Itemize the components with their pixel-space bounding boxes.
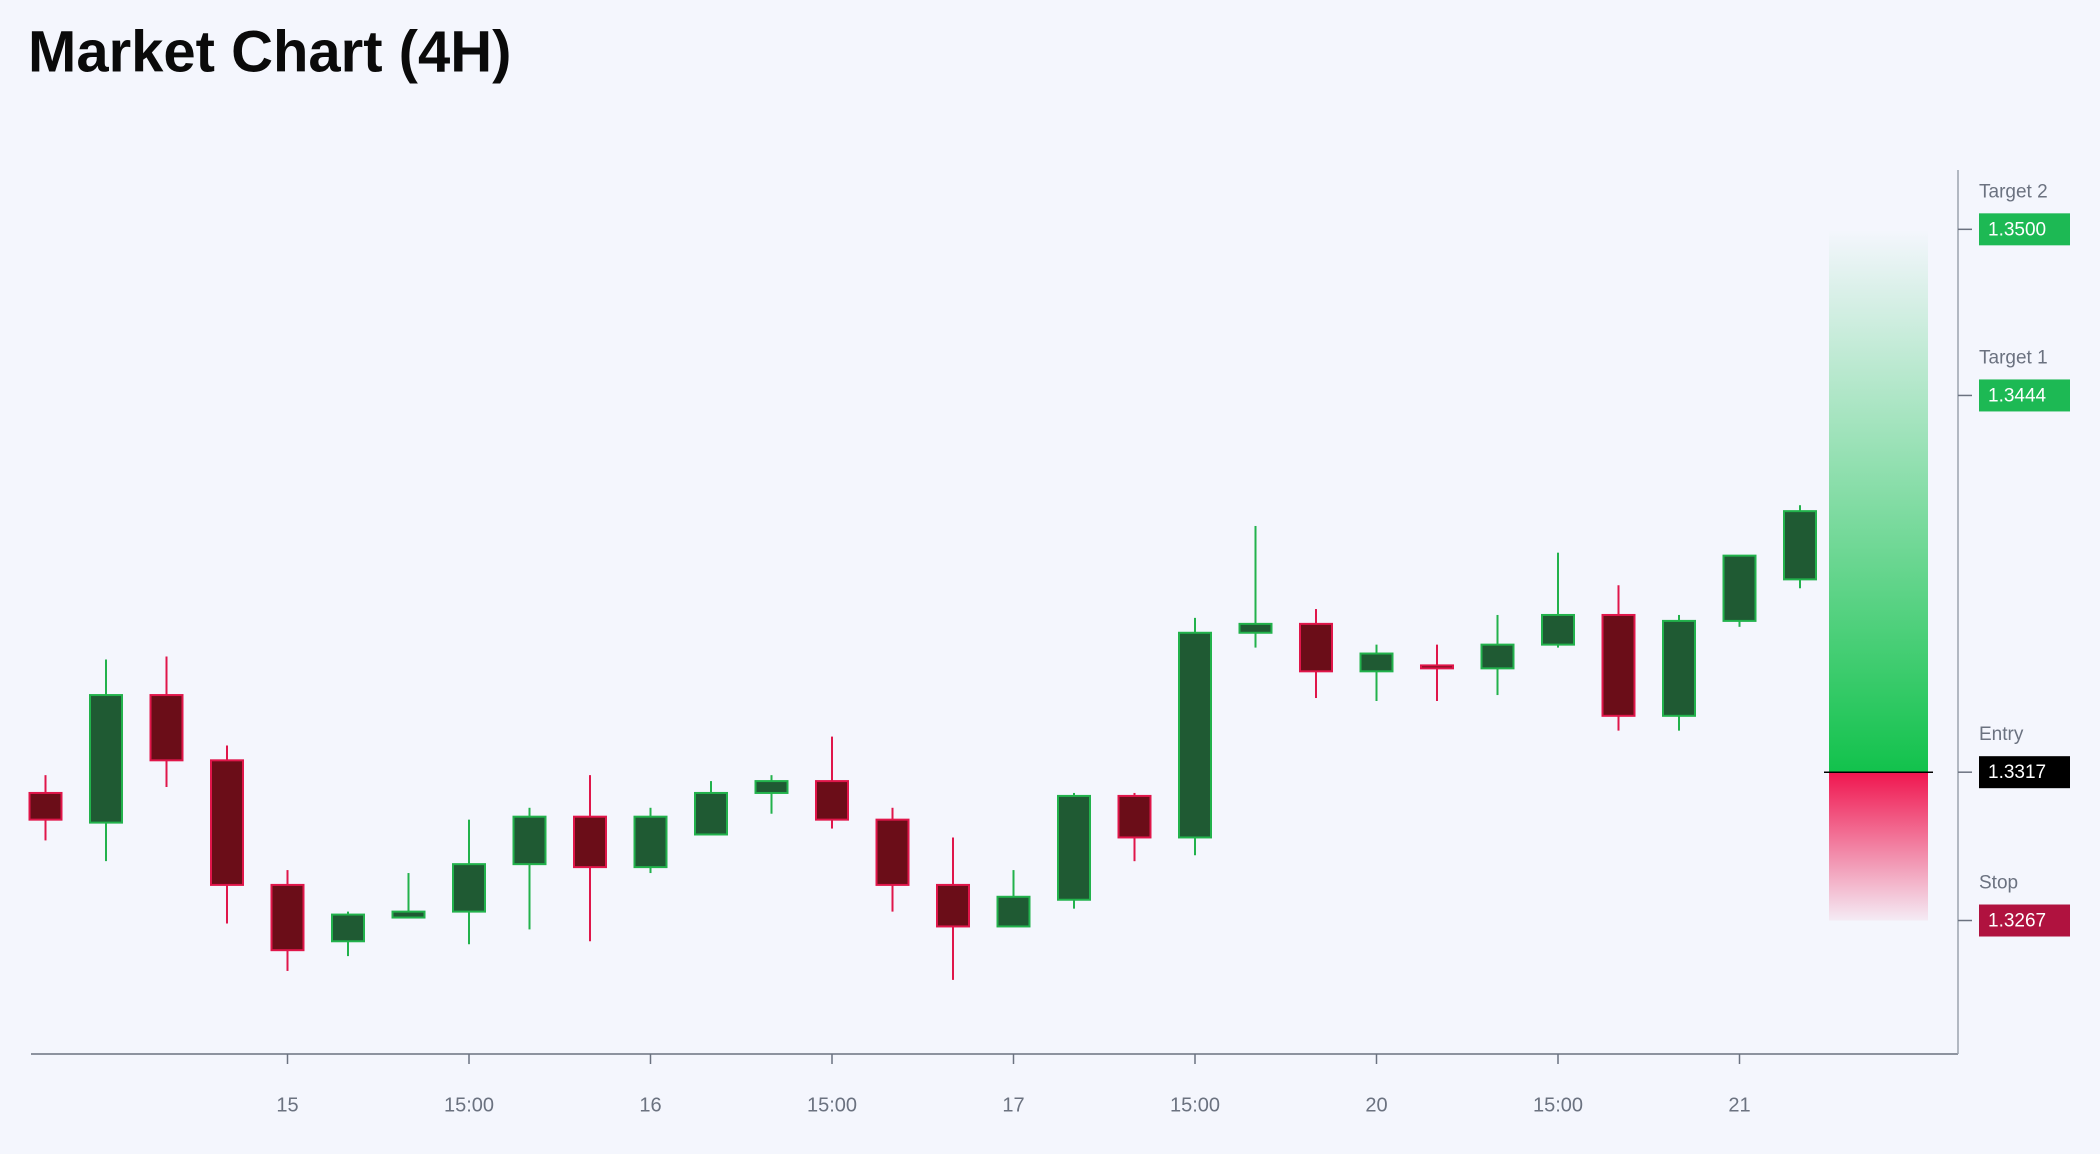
candle-body [331, 913, 365, 943]
x-tick-label: 21 [1728, 1094, 1750, 1116]
loss-zone [1829, 772, 1928, 921]
candle-body [1299, 622, 1333, 673]
candle-body [512, 815, 547, 866]
candle-body [1420, 664, 1454, 670]
candle-body [391, 910, 426, 919]
candle-body [694, 791, 728, 836]
candle-body [210, 759, 244, 886]
candle-body [1722, 554, 1757, 622]
candle-body [1662, 619, 1696, 717]
candle-body [996, 895, 1031, 928]
candle-body [1238, 622, 1273, 634]
x-tick-label: 15:00 [807, 1094, 857, 1116]
candle-body [149, 694, 184, 762]
candle-body [1359, 652, 1394, 673]
candle-body [1178, 631, 1212, 839]
candle-body [270, 883, 305, 952]
candle-body [28, 791, 63, 821]
x-tick-label: 15 [276, 1094, 298, 1116]
level-name: Stop [1979, 873, 2018, 894]
level-name: Target 2 [1979, 181, 2048, 202]
x-tick-label: 16 [639, 1094, 661, 1116]
level-name: Target 1 [1979, 347, 2048, 368]
candle-body [875, 818, 910, 886]
candle-body [1541, 613, 1575, 646]
chart-title: Market Chart (4H) [28, 19, 511, 84]
x-tick-label: 20 [1365, 1094, 1387, 1116]
candle-body [815, 780, 849, 821]
candle-body [1783, 510, 1817, 581]
x-tick-label: 17 [1002, 1094, 1024, 1116]
candle-body [452, 863, 486, 913]
level-value: 1.3444 [1988, 385, 2047, 406]
candle-body [936, 883, 970, 928]
level-name: Entry [1979, 724, 2024, 745]
candle-body [754, 780, 789, 794]
candle-body [89, 694, 123, 824]
level-box [1979, 379, 2070, 412]
x-tick-label: 15:00 [1533, 1094, 1583, 1116]
level-value: 1.3267 [1988, 911, 2046, 932]
candle-body [633, 815, 668, 869]
level-box [1979, 213, 2070, 246]
level-value: 1.3500 [1988, 219, 2046, 240]
candle-body [1057, 794, 1091, 901]
candle-body [1601, 613, 1636, 717]
level-box [1979, 756, 2070, 789]
level-box [1979, 904, 2070, 937]
candle-body [1117, 794, 1152, 839]
candle-body [1480, 643, 1515, 670]
profit-zone [1829, 229, 1928, 773]
x-tick-label: 15:00 [444, 1094, 494, 1116]
level-value: 1.3317 [1988, 762, 2046, 783]
candle-body [573, 815, 607, 869]
x-tick-label: 15:00 [1170, 1094, 1220, 1116]
